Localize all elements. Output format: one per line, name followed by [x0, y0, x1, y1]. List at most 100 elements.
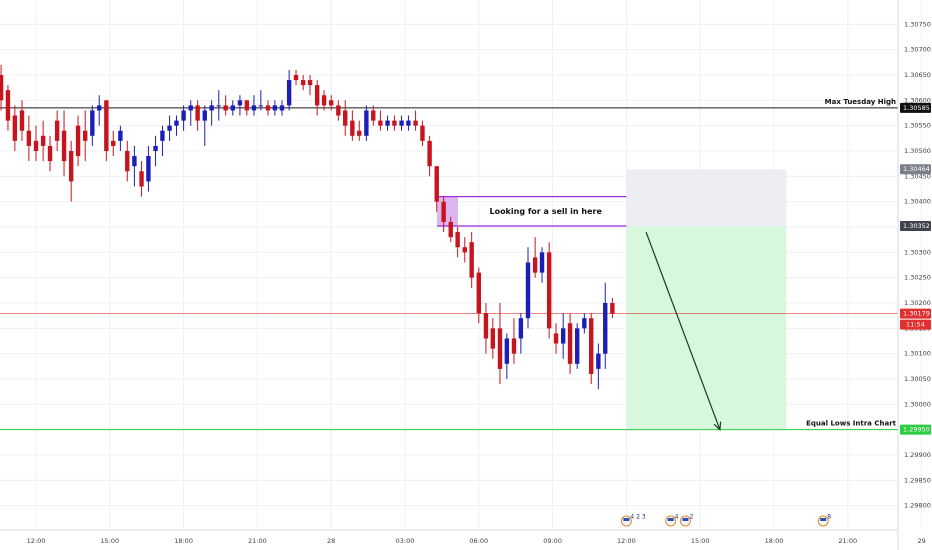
candle-79 [553, 323, 559, 354]
y-tick-label-1: 1.30700 [904, 46, 931, 54]
zone-fill [436, 196, 458, 226]
candle-body [258, 105, 264, 107]
x-tick-label-1: 15:00 [100, 537, 119, 545]
candle-13 [90, 105, 95, 146]
countdown-text: 11:54 [906, 321, 925, 329]
candle-71 [497, 303, 503, 385]
price-labels: 1.30585 1.30464 1.30352 1.29950 1.30179 11:54 [900, 102, 931, 435]
candle-70 [490, 318, 496, 359]
sell-zone[interactable]: Looking for a sell in here [436, 195, 627, 227]
price-tag-bg [900, 308, 931, 319]
candle-54 [378, 110, 383, 131]
candle-body [0, 74, 4, 101]
y-tick-label-17: 1.29900 [904, 451, 931, 459]
event-markers[interactable]: 4 2 3 4 2 8 [620, 514, 831, 527]
candle-body [413, 120, 418, 126]
event-count: 8 [827, 514, 831, 521]
price-tag-bg [900, 220, 931, 231]
candle-body [26, 130, 32, 146]
y-tick-label-4: 1.30550 [904, 122, 931, 130]
event-marker-2[interactable]: 2 [679, 514, 693, 527]
projection-arrow[interactable] [645, 231, 722, 431]
event-marker-3[interactable]: 8 [817, 514, 831, 527]
event-marker-1[interactable]: 4 [665, 514, 679, 527]
candle-50 [350, 110, 355, 141]
candle-body [12, 115, 18, 141]
candle-body [490, 328, 496, 349]
candle-28 [195, 100, 200, 131]
x-tick-label-4: 28 [327, 537, 335, 545]
candle-body [582, 318, 587, 329]
candle-body [553, 333, 559, 344]
candle-body [251, 105, 257, 111]
candle-21 [146, 145, 151, 192]
candle-7 [47, 135, 53, 172]
candle-body [596, 353, 601, 369]
x-tick-label-3: 21:00 [248, 537, 267, 545]
candle-body [427, 140, 432, 167]
x-tick-label-6: 06:00 [469, 537, 488, 545]
x-tick-label-0: 12:00 [27, 537, 46, 545]
x-tick-label-9: 15:00 [691, 537, 710, 545]
position-tool[interactable] [626, 169, 787, 430]
x-tick-label-7: 09:00 [543, 537, 562, 545]
price-tag-text: 1.30585 [903, 104, 930, 112]
candle-34 [237, 95, 243, 116]
candle-83 [582, 313, 587, 334]
candle-body [286, 80, 292, 106]
stop-loss-area[interactable] [626, 169, 787, 226]
candle-body [111, 140, 116, 146]
candle-body [118, 130, 123, 141]
x-tick-label-2: 18:00 [174, 537, 193, 545]
y-tick-label-18: 1.29850 [904, 476, 931, 484]
price-tag-countdown: 11:54 [900, 319, 931, 330]
candle-body [188, 105, 193, 111]
candle-12 [83, 110, 88, 162]
candle-37 [258, 90, 264, 111]
candle-3 [19, 100, 25, 141]
candle-46 [321, 90, 327, 111]
candle-45 [314, 80, 320, 116]
candle-0 [0, 64, 4, 111]
candle-86 [603, 282, 608, 369]
candle-27 [188, 100, 193, 126]
price-tag-stop: 1.30464 [900, 164, 931, 175]
candle-body [497, 328, 503, 369]
candle-body [33, 140, 39, 151]
candle-14 [97, 95, 102, 126]
candle-body [230, 105, 235, 111]
candle-17 [118, 125, 123, 151]
candle-body [546, 252, 552, 329]
event-count: 4 2 3 [630, 514, 645, 521]
take-profit-area[interactable] [626, 225, 787, 430]
candle-body [54, 120, 60, 141]
arrow-head[interactable] [713, 421, 722, 431]
candle-63 [441, 196, 446, 233]
candle-body [483, 313, 489, 339]
candle-19 [132, 145, 137, 187]
candle-49 [343, 100, 348, 136]
candle-body [455, 232, 460, 248]
candle-body [343, 110, 348, 126]
price-tag-equal-lows: 1.29950 [900, 424, 931, 435]
candle-body [392, 120, 397, 126]
price-tag-bg [900, 164, 931, 175]
candle-body [132, 156, 137, 167]
candle-47 [329, 95, 334, 111]
y-tick-label-3: 1.30600 [904, 96, 931, 104]
candle-41 [286, 69, 292, 111]
candle-body [5, 90, 11, 121]
candle-87 [610, 297, 615, 319]
price-axis[interactable]: 1.307501.307001.306501.306001.305501.305… [897, 0, 931, 550]
time-axis[interactable]: 12:00 15:00 18:00 21:00 28 03:00 06:00 09:00 12:… [0, 529, 926, 545]
candle-body [19, 110, 25, 131]
horizontal-levels[interactable]: Max Tuesday High Equal Lows Intra Chart [0, 98, 898, 431]
candle-body [462, 247, 467, 253]
event-marker-0[interactable]: 4 2 3 [620, 514, 646, 527]
arrow-shaft[interactable] [645, 231, 721, 430]
candle-60 [420, 120, 425, 146]
candle-62 [434, 166, 439, 212]
x-tick-label-10: 18:00 [765, 537, 784, 545]
candle-48 [336, 100, 341, 121]
